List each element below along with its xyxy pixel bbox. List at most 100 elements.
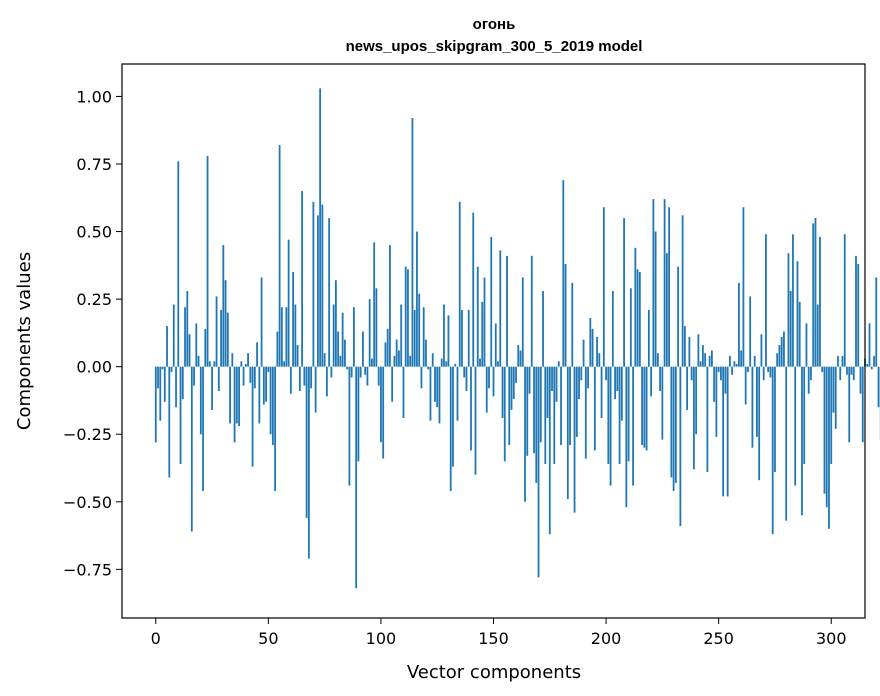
bar <box>697 334 700 367</box>
bar <box>161 366 164 370</box>
bar <box>722 366 725 497</box>
bar <box>307 366 310 559</box>
bar <box>470 366 472 451</box>
x-tick-label: 200 <box>591 629 622 648</box>
bar <box>819 236 821 367</box>
bar <box>668 207 671 367</box>
bar <box>483 277 486 367</box>
x-tick-label: 100 <box>366 629 397 648</box>
bar <box>434 366 436 402</box>
bar <box>447 315 450 367</box>
bar <box>386 328 389 367</box>
bar <box>654 231 657 367</box>
bar <box>587 366 589 389</box>
bar <box>436 366 439 408</box>
bar <box>175 366 177 408</box>
bar <box>204 328 207 367</box>
bar <box>485 366 488 413</box>
bar <box>323 353 326 367</box>
bar <box>256 342 258 367</box>
bar <box>758 366 761 481</box>
bar <box>760 334 763 367</box>
bar <box>731 366 734 375</box>
bar <box>589 318 592 367</box>
bar <box>796 261 799 367</box>
bar <box>623 218 625 367</box>
bar <box>186 291 189 367</box>
bar <box>380 366 382 443</box>
bar <box>776 353 779 367</box>
y-tick-label: 0.00 <box>76 358 112 377</box>
bar <box>834 366 837 429</box>
bar <box>260 277 263 367</box>
bar <box>643 366 646 448</box>
bar <box>400 304 403 367</box>
bar <box>249 366 252 383</box>
bar <box>593 366 596 451</box>
bar <box>692 366 695 470</box>
bar <box>659 366 662 391</box>
bar <box>744 366 747 405</box>
bar <box>503 366 506 462</box>
bar <box>409 355 412 367</box>
bar <box>190 366 193 532</box>
bar <box>226 312 229 367</box>
bar <box>330 366 333 378</box>
bar <box>258 366 261 424</box>
bar <box>571 282 574 367</box>
bar <box>346 366 349 370</box>
bar <box>733 361 736 367</box>
y-tick-label: −0.75 <box>63 560 112 579</box>
bar <box>573 366 576 513</box>
x-tick-label: 150 <box>478 629 509 648</box>
chart-subtitle: news_upos_skipgram_300_5_2019 model <box>346 38 643 55</box>
bar <box>596 336 598 367</box>
bar <box>699 361 702 367</box>
bar <box>616 366 619 391</box>
bar <box>575 366 578 437</box>
bar <box>251 366 254 467</box>
bar <box>814 218 817 367</box>
bar <box>701 345 704 367</box>
bar <box>443 304 445 367</box>
bar <box>720 366 722 381</box>
bar <box>548 366 551 535</box>
bar <box>292 272 295 367</box>
bar <box>753 355 756 367</box>
bar <box>429 366 432 421</box>
bar <box>636 269 639 367</box>
bar <box>202 366 204 491</box>
bar <box>181 366 184 400</box>
bar <box>629 288 632 367</box>
bar <box>618 366 621 464</box>
x-tick-label: 300 <box>816 629 847 648</box>
bar <box>771 366 774 535</box>
bar <box>172 304 175 367</box>
bar <box>168 366 171 478</box>
bar <box>247 353 249 367</box>
y-tick-label: 0.25 <box>76 290 112 309</box>
bar <box>193 366 195 386</box>
bar <box>690 366 693 381</box>
bar <box>364 366 367 375</box>
x-tick-label: 0 <box>151 629 161 648</box>
bar <box>638 272 641 367</box>
bar <box>839 366 842 381</box>
bar <box>519 350 522 367</box>
bar <box>463 366 466 378</box>
bar <box>382 366 385 459</box>
bar <box>762 366 765 381</box>
bar <box>848 366 851 443</box>
bar <box>375 288 378 367</box>
bar <box>280 307 283 367</box>
bar <box>715 366 718 437</box>
bar <box>373 242 376 367</box>
bar <box>798 301 801 367</box>
bar <box>564 263 567 367</box>
bar <box>647 309 650 367</box>
bar <box>208 361 211 367</box>
bar <box>695 366 698 435</box>
bar <box>353 307 355 367</box>
bar <box>285 307 288 367</box>
bar <box>792 234 794 367</box>
